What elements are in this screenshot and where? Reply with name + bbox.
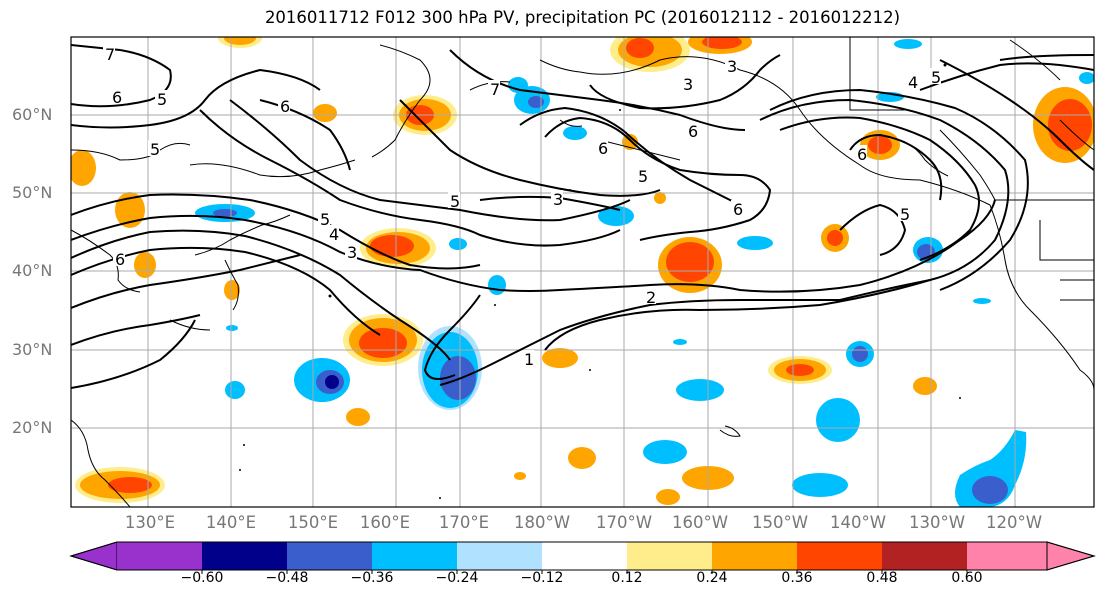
longitude-label: 180°W <box>513 513 571 532</box>
colorbar-swatch <box>202 542 287 570</box>
contour-label: 5 <box>157 90 167 109</box>
contour-label: 6 <box>280 97 290 116</box>
map-frame <box>70 36 1095 508</box>
colorbar-tick-label: −0.60 <box>180 570 224 586</box>
colorbar-tick-label: −0.12 <box>520 570 564 586</box>
contour-label: 6 <box>688 122 698 141</box>
colorbar-swatch <box>372 542 457 570</box>
colorbar-upper-arrow <box>1046 541 1096 571</box>
contour-label: 1 <box>524 350 534 369</box>
longitude-label: 170°W <box>595 513 653 532</box>
contour-label: 7 <box>490 80 500 99</box>
small-islands <box>239 63 961 499</box>
colorbar-swatch <box>882 542 967 570</box>
contour-label: 4 <box>329 225 339 244</box>
contour-label: 6 <box>733 200 743 219</box>
contour-label: 6 <box>115 250 125 269</box>
contour-label: 3 <box>553 190 563 209</box>
latitude-label: 30°N <box>12 340 53 359</box>
pv-contours <box>71 44 1094 389</box>
longitude-label: 120°W <box>985 513 1043 532</box>
longitude-label: 150°W <box>751 513 809 532</box>
map-title: 2016011712 F012 300 hPa PV, precipitatio… <box>264 8 901 27</box>
colorbar-tick-label: −0.24 <box>435 570 479 586</box>
longitude-label: 160°W <box>671 513 729 532</box>
colorbar-tick-label: 0.36 <box>781 570 813 586</box>
longitude-label: 140°E <box>205 513 257 532</box>
colorbar-tick-label: −0.36 <box>350 570 394 586</box>
longitude-label: 160°E <box>359 513 411 532</box>
contour-label: 2 <box>646 288 656 307</box>
colorbar-tick-label: 0.12 <box>611 570 643 586</box>
colorbar-swatch <box>287 542 372 570</box>
colorbar-tick-label: 0.60 <box>951 570 983 586</box>
contour-label: 5 <box>931 68 941 87</box>
longitude-label: 130°E <box>124 513 176 532</box>
contour-label: 3 <box>347 243 357 262</box>
contour-label: 5 <box>450 192 460 211</box>
colorbar-swatch <box>967 542 1047 570</box>
contour-label: 7 <box>105 45 115 64</box>
contour-label: 6 <box>112 88 122 107</box>
colorbar-lower-arrow <box>69 541 118 571</box>
colorbar-swatch <box>117 542 202 570</box>
colorbar-swatch <box>627 542 712 570</box>
contour-label: 5 <box>638 167 648 186</box>
contour-label: 4 <box>908 73 918 92</box>
colorbar-swatch <box>712 542 797 570</box>
longitude-label: 130°W <box>908 513 966 532</box>
colorbar-swatch <box>797 542 882 570</box>
longitude-label: 170°E <box>438 513 490 532</box>
contour-label: 5 <box>320 210 330 229</box>
contour-label: 5 <box>150 140 160 159</box>
contour-label: 3 <box>727 57 737 76</box>
latitude-label: 40°N <box>12 261 53 280</box>
colorbar <box>69 541 1096 574</box>
colorbar-tick-label: 0.24 <box>696 570 728 586</box>
contour-label: 3 <box>683 75 693 94</box>
colorbar-swatch <box>457 542 542 570</box>
contour-label: 5 <box>900 205 910 224</box>
colorbar-swatch <box>542 542 627 570</box>
positive-anomaly-blobs <box>71 37 1094 505</box>
precip-shading <box>71 37 1094 507</box>
latitude-label: 20°N <box>12 418 53 437</box>
colorbar-tick-label: 0.48 <box>866 570 898 586</box>
contour-label: 6 <box>598 139 608 158</box>
latitude-label: 60°N <box>12 105 53 124</box>
longitude-label: 140°W <box>829 513 887 532</box>
colorbar-tick-label: −0.48 <box>265 570 309 586</box>
contour-label: 6 <box>857 145 867 164</box>
latitude-label: 50°N <box>12 183 53 202</box>
contour-label-group: 7 6 5 6 6 5 4 3 3 5 2 1 7 3 <box>103 45 941 369</box>
longitude-label: 150°E <box>287 513 339 532</box>
